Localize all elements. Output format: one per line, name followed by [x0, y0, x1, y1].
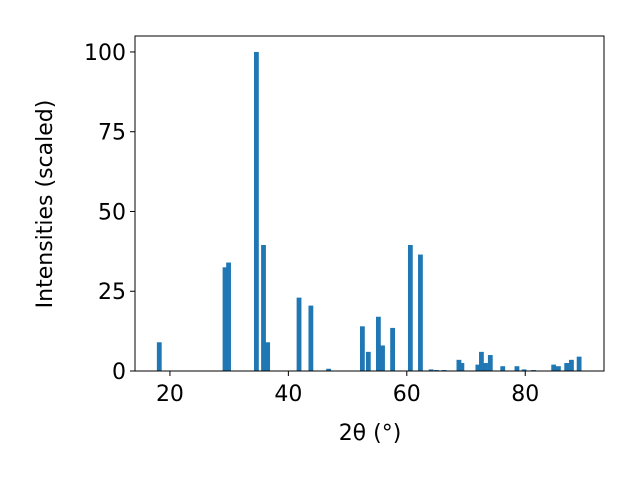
x-tick-label: 80	[511, 382, 539, 407]
bar	[551, 364, 557, 371]
bar	[253, 51, 259, 371]
bar	[418, 254, 423, 371]
bar	[569, 359, 574, 371]
y-tick-label: 75	[98, 121, 126, 146]
bar	[483, 363, 488, 371]
bar	[359, 326, 365, 371]
y-tick-label: 100	[84, 41, 126, 66]
bar	[222, 267, 228, 371]
bar	[514, 366, 520, 371]
bar	[375, 316, 381, 371]
x-tick-label: 20	[156, 382, 184, 407]
bar	[156, 342, 162, 371]
bar	[459, 363, 465, 371]
bar	[521, 369, 527, 371]
y-tick-label: 25	[98, 280, 126, 305]
bar	[308, 305, 314, 371]
bar	[326, 368, 332, 371]
bar	[407, 244, 413, 371]
bar	[296, 297, 302, 371]
bar	[390, 327, 395, 371]
x-tick-label: 40	[274, 382, 302, 407]
bar	[456, 359, 462, 371]
y-tick-label: 0	[112, 360, 126, 385]
bar	[479, 351, 484, 371]
bar	[380, 345, 385, 371]
bar	[365, 351, 371, 371]
bar	[475, 364, 481, 371]
x-axis-label: 2θ (°)	[339, 421, 402, 446]
bar	[428, 369, 434, 371]
bar	[261, 244, 266, 371]
y-tick-label: 50	[98, 200, 126, 225]
bar	[500, 366, 506, 371]
y-axis-label: Intensities (scaled)	[33, 100, 58, 309]
bar	[564, 363, 570, 371]
bar	[226, 262, 231, 371]
bar	[487, 355, 493, 371]
bar	[265, 342, 271, 371]
plot-frame	[134, 35, 605, 372]
bar	[556, 366, 561, 371]
x-tick-label: 60	[393, 382, 421, 407]
bar	[576, 356, 582, 371]
